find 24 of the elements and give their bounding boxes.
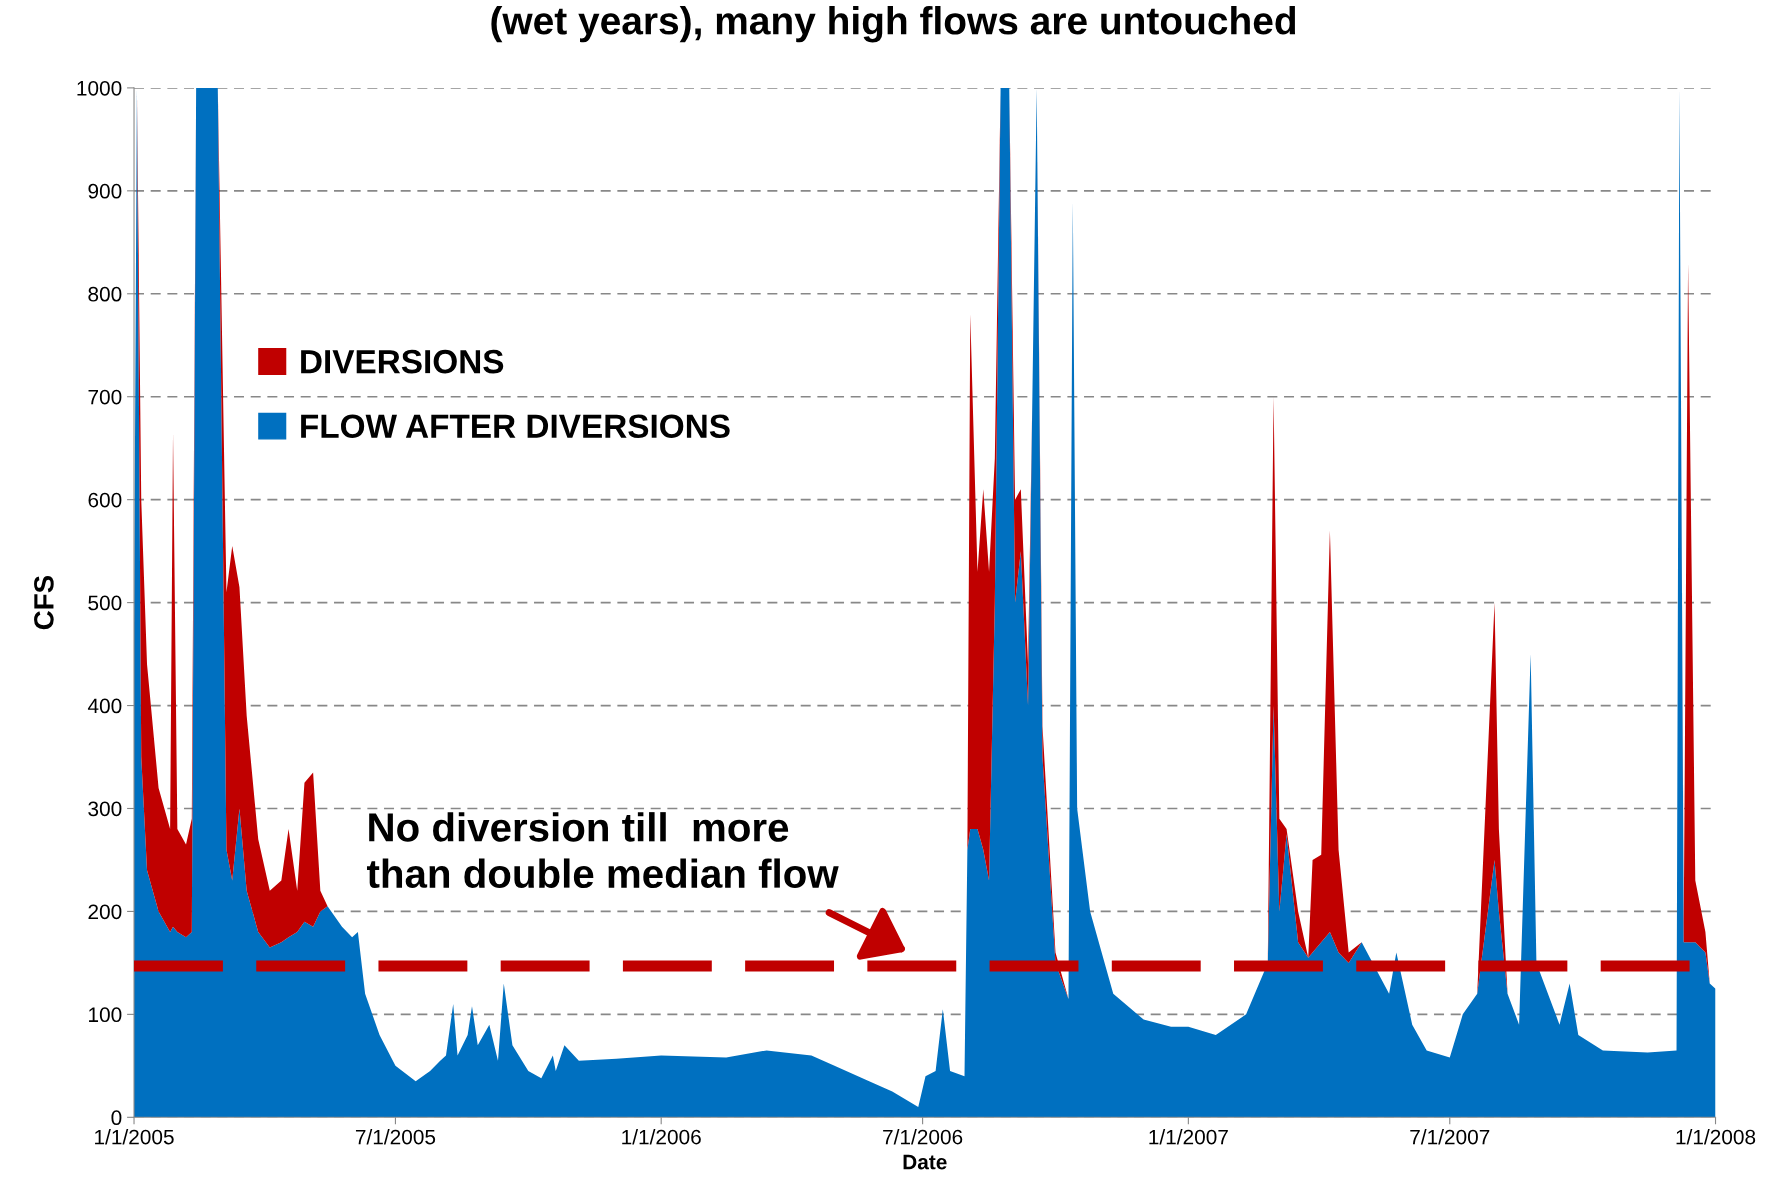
y-tick-label: 400 <box>87 698 122 714</box>
y-tick-label: 300 <box>88 801 122 817</box>
x-tick-label: 1/1/2006 <box>622 1129 701 1145</box>
x-tick-label: 7/1/2007 <box>1410 1129 1490 1145</box>
x-tick-label: 7/1/2005 <box>355 1129 436 1145</box>
legend-label: DIVERSIONS <box>301 349 504 374</box>
y-tick-label: 500 <box>88 595 122 611</box>
y-tick-label: 600 <box>88 492 122 508</box>
y-tick-label: 200 <box>88 904 122 920</box>
x-tick-label: 1/1/2008 <box>1676 1129 1756 1145</box>
y-tick-label: 700 <box>88 389 122 405</box>
annotation: No diversion till more than double median flow <box>367 812 839 889</box>
x-axis-title: Date <box>903 1154 947 1170</box>
x-tick-label: 1/1/2007 <box>1149 1129 1228 1145</box>
y-tick-label: 800 <box>88 286 122 302</box>
x-tick-label: 1/1/2005 <box>95 1129 174 1145</box>
chart-title: (wet years), many high flows are untouched <box>491 6 1296 43</box>
y-tick-label: 1000 <box>77 80 122 96</box>
x-tick-label: 7/1/2006 <box>883 1129 963 1145</box>
y-tick-label: 900 <box>88 183 122 199</box>
y-tick-label: 0 <box>111 1110 122 1126</box>
legend-label: FLOW AFTER DIVERSIONS <box>301 414 730 439</box>
y-tick-label: 100 <box>89 1007 122 1023</box>
y-axis-title: CFS <box>34 575 54 630</box>
